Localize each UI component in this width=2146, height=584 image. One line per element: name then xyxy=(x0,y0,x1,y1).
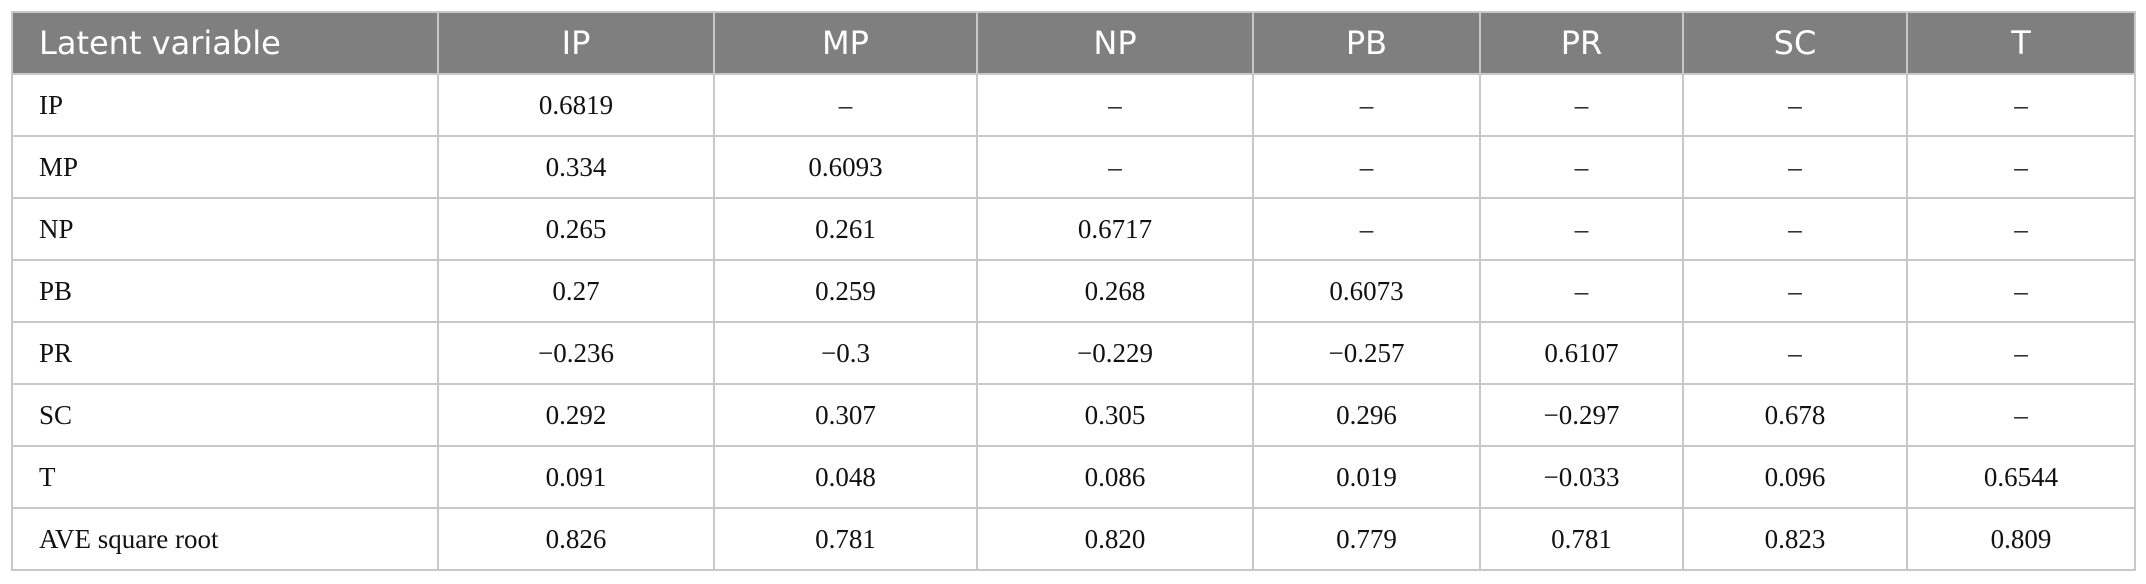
cell: 0.334 xyxy=(437,135,715,199)
cell: 0.826 xyxy=(437,507,715,571)
cell: 0.268 xyxy=(976,259,1254,323)
cell: – xyxy=(1682,321,1908,385)
cell: – xyxy=(1479,259,1684,323)
cell: 0.261 xyxy=(713,197,978,261)
table-row: SC 0.292 0.307 0.305 0.296 −0.297 0.678– xyxy=(11,383,2136,447)
cell: 0.305 xyxy=(976,383,1254,447)
cell: −0.033 xyxy=(1479,445,1684,509)
header-cell: PR xyxy=(1479,11,1684,75)
cell: 0.296 xyxy=(1252,383,1481,447)
cell: 0.091 xyxy=(437,445,715,509)
cell: – xyxy=(1682,197,1908,261)
cell: 0.781 xyxy=(713,507,978,571)
header-cell: Latent variable xyxy=(11,11,439,75)
header-cell: T xyxy=(1906,11,2136,75)
cell: 0.6107 xyxy=(1479,321,1684,385)
table-row: AVE square root 0.826 0.781 0.820 0.779 0.781… xyxy=(11,507,2136,571)
row-label: MP xyxy=(11,135,439,199)
cell: – xyxy=(1252,135,1481,199)
header-row: Latent variable IP MP NP PB PR SC T xyxy=(11,11,2136,75)
cell: 0.6093 xyxy=(713,135,978,199)
cell: – xyxy=(1906,259,2136,323)
cell: – xyxy=(1479,197,1684,261)
correlation-table: Latent variable IP MP NP PB PR SC T IP 0.6819– – –… xyxy=(11,11,2136,571)
cell: −0.297 xyxy=(1479,383,1684,447)
cell: 0.292 xyxy=(437,383,715,447)
cell: – xyxy=(713,73,978,137)
table-row: PB 0.27 0.259 0.268 0.6073– – – xyxy=(11,259,2136,323)
cell: – xyxy=(1682,259,1908,323)
cell: – xyxy=(1682,135,1908,199)
header-cell: MP xyxy=(713,11,978,75)
cell: – xyxy=(1252,197,1481,261)
cell: 0.307 xyxy=(713,383,978,447)
cell: 0.019 xyxy=(1252,445,1481,509)
cell: 0.096 xyxy=(1682,445,1908,509)
cell: – xyxy=(1906,135,2136,199)
cell: – xyxy=(1479,135,1684,199)
cell: −0.229 xyxy=(976,321,1254,385)
cell: 0.781 xyxy=(1479,507,1684,571)
row-label: SC xyxy=(11,383,439,447)
row-label: AVE square root xyxy=(11,507,439,571)
cell: 0.678 xyxy=(1682,383,1908,447)
cell: −0.3 xyxy=(713,321,978,385)
cell: 0.6717 xyxy=(976,197,1254,261)
cell: 0.6819 xyxy=(437,73,715,137)
cell: – xyxy=(1252,73,1481,137)
table-row: T 0.091 0.048 0.086 0.019 −0.033 0.096 0.6544 xyxy=(11,445,2136,509)
cell: 0.809 xyxy=(1906,507,2136,571)
header-cell: NP xyxy=(976,11,1254,75)
row-label: T xyxy=(11,445,439,509)
cell: 0.265 xyxy=(437,197,715,261)
table-row: IP 0.6819– – – – – – xyxy=(11,73,2136,137)
cell: – xyxy=(976,135,1254,199)
cell: 0.27 xyxy=(437,259,715,323)
cell: – xyxy=(1906,383,2136,447)
cell: 0.086 xyxy=(976,445,1254,509)
cell: 0.779 xyxy=(1252,507,1481,571)
cell: – xyxy=(1906,73,2136,137)
table-row: MP 0.334 0.6093– – – – – xyxy=(11,135,2136,199)
table-row: NP 0.265 0.261 0.6717– – – – xyxy=(11,197,2136,261)
cell: 0.820 xyxy=(976,507,1254,571)
cell: – xyxy=(1906,321,2136,385)
cell: 0.6544 xyxy=(1906,445,2136,509)
cell: – xyxy=(1479,73,1684,137)
cell: – xyxy=(1906,197,2136,261)
row-label: PB xyxy=(11,259,439,323)
header-cell: SC xyxy=(1682,11,1908,75)
cell: – xyxy=(1682,73,1908,137)
cell: – xyxy=(976,73,1254,137)
header-cell: PB xyxy=(1252,11,1481,75)
cell: 0.259 xyxy=(713,259,978,323)
table-body: IP 0.6819– – – – – – MP 0.334 0.6093– – – – – NP 0.265 0… xyxy=(11,73,2136,571)
cell: −0.236 xyxy=(437,321,715,385)
cell: 0.823 xyxy=(1682,507,1908,571)
row-label: NP xyxy=(11,197,439,261)
table-row: PR −0.236 −0.3 −0.229 −0.257 0.6107– – xyxy=(11,321,2136,385)
row-label: PR xyxy=(11,321,439,385)
cell: −0.257 xyxy=(1252,321,1481,385)
cell: 0.6073 xyxy=(1252,259,1481,323)
header-cell: IP xyxy=(437,11,715,75)
row-label: IP xyxy=(11,73,439,137)
cell: 0.048 xyxy=(713,445,978,509)
